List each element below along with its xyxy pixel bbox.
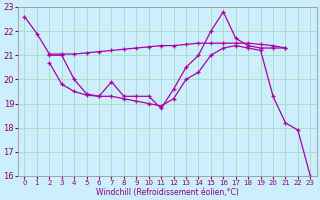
X-axis label: Windchill (Refroidissement éolien,°C): Windchill (Refroidissement éolien,°C) — [96, 188, 239, 197]
